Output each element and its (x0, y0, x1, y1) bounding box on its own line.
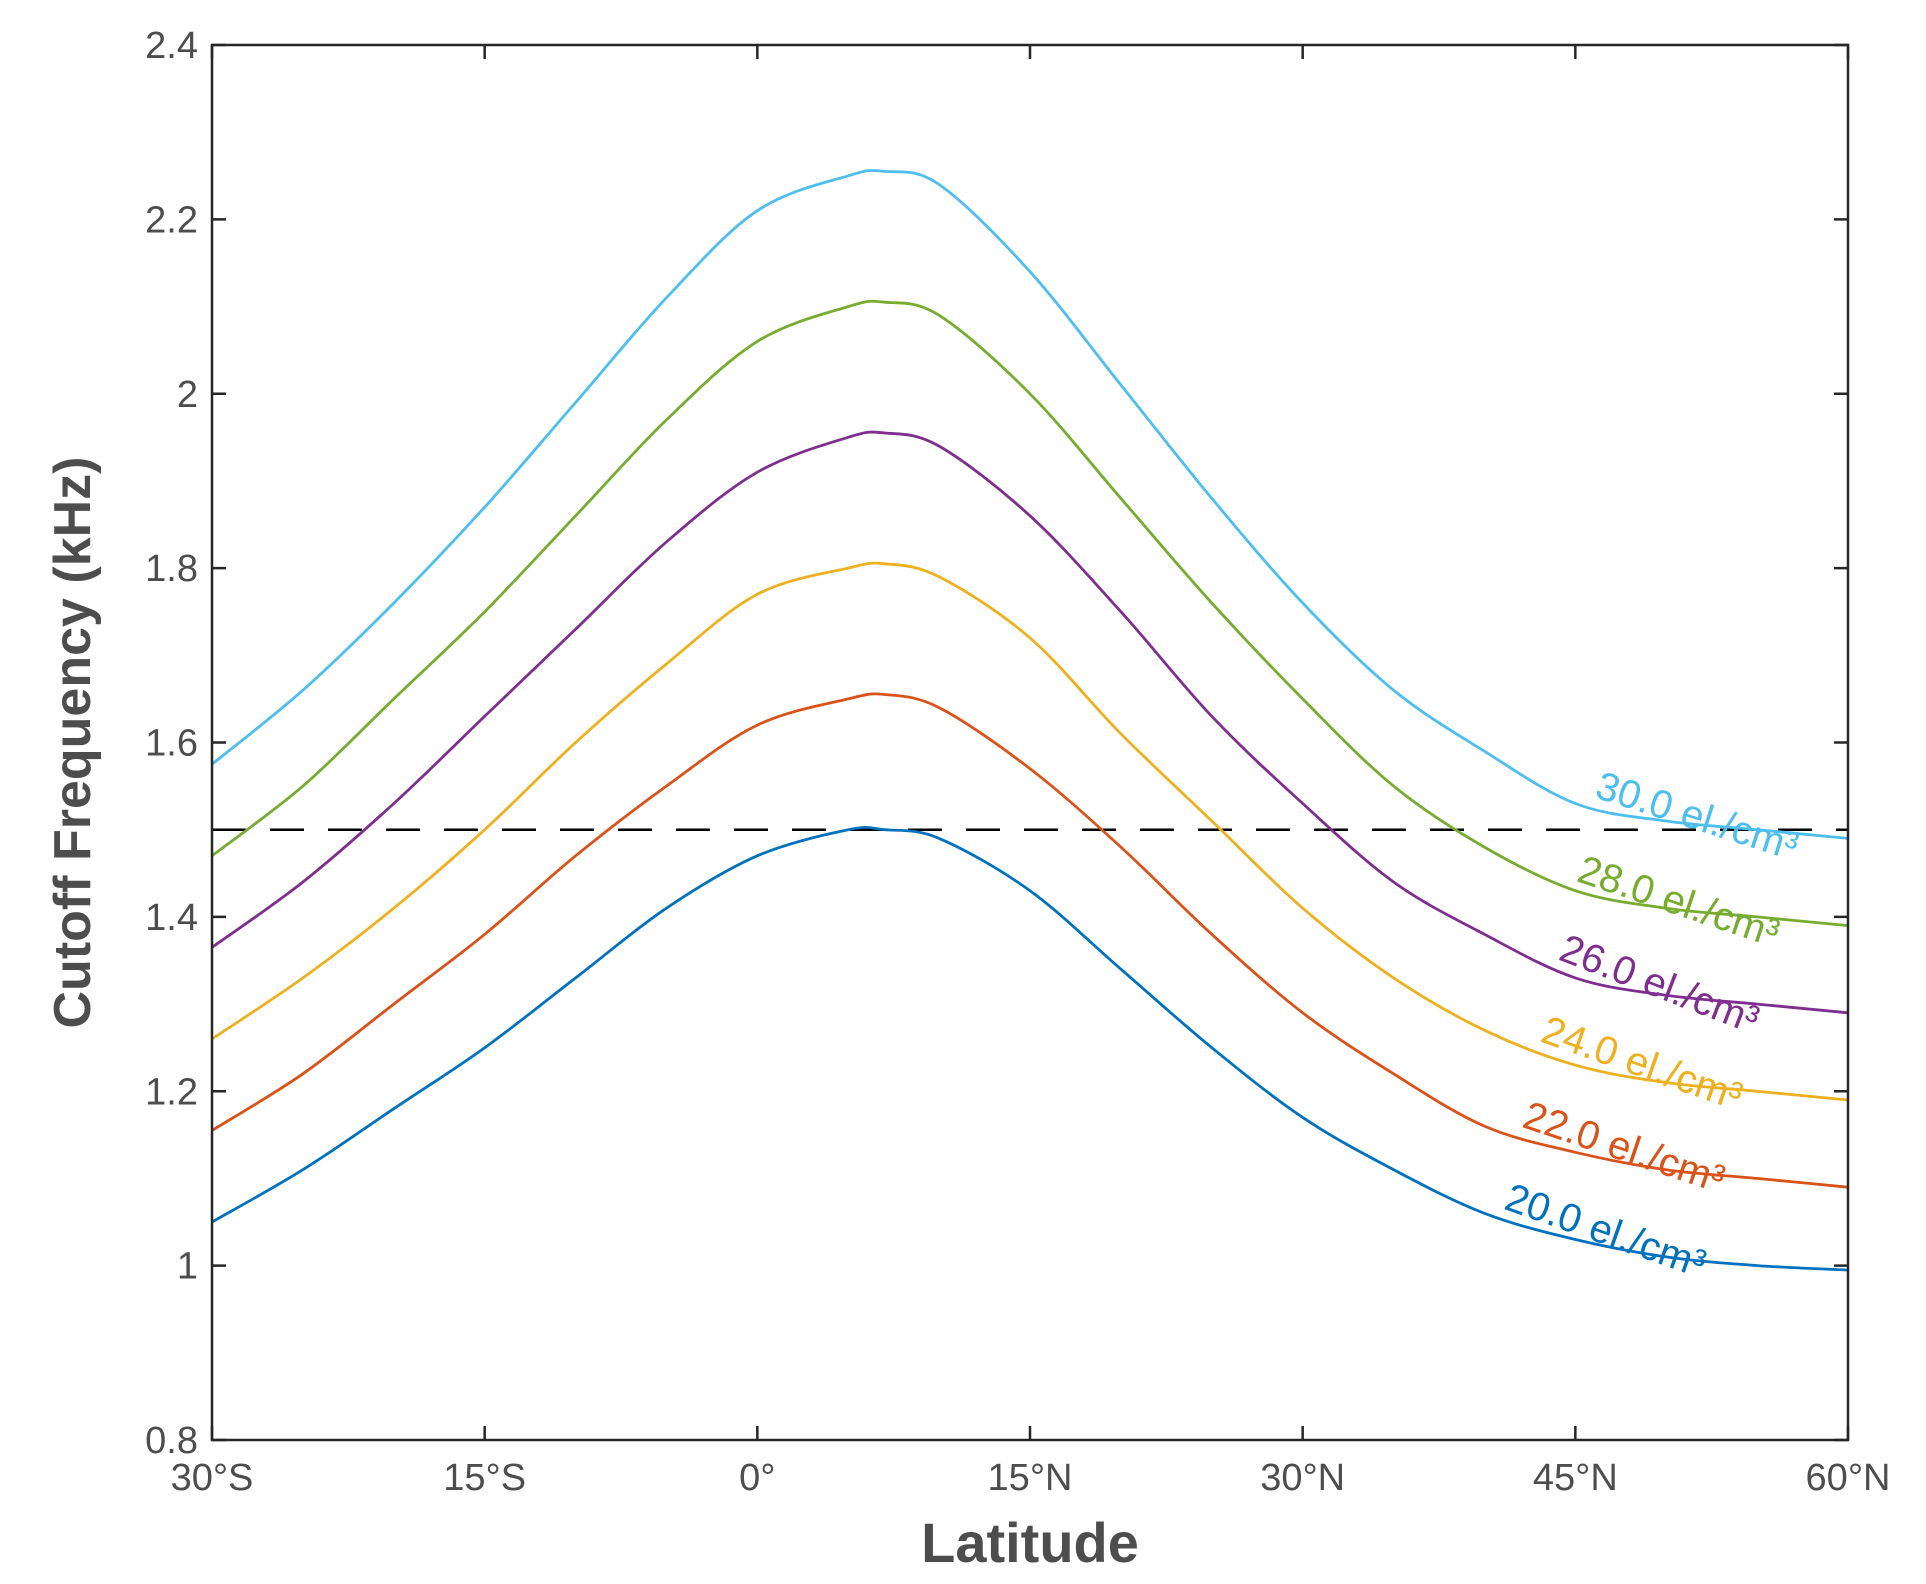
y-tick-label-1: 1 (177, 1246, 198, 1288)
series-line-2 (212, 692, 1848, 1189)
series-line-1 (212, 825, 1848, 1272)
x-tick-label-3: 15°N (988, 1457, 1073, 1499)
x-tick-label-2: 0° (739, 1457, 775, 1499)
y-axis-title: Cutoff Frequency (kHz) (44, 457, 102, 1029)
y-tick-label-8: 2.4 (145, 25, 198, 67)
x-tick-label-4: 30°N (1260, 1457, 1345, 1499)
series-line-4 (212, 430, 1848, 1015)
series-line-6 (212, 169, 1848, 840)
x-tick-label-1: 15°S (443, 1457, 526, 1499)
series-layer (212, 169, 1848, 1272)
y-tick-label-3: 1.4 (145, 897, 198, 939)
y-tick-label-7: 2.2 (145, 199, 198, 241)
series-label-1: 20.0 el./cm³ (1500, 1176, 1712, 1287)
y-tick-label-2: 1.2 (145, 1071, 198, 1113)
y-tick-label-5: 1.8 (145, 548, 198, 590)
y-tick-label-0: 0.8 (145, 1420, 198, 1462)
x-tick-label-6: 60°N (1806, 1457, 1891, 1499)
x-axis-title: Latitude (921, 1511, 1139, 1574)
series-line-3 (212, 561, 1848, 1102)
x-tick-label-0: 30°S (171, 1457, 254, 1499)
y-tick-label-6: 2 (177, 374, 198, 416)
x-tick-label-5: 45°N (1533, 1457, 1618, 1499)
series-line-5 (212, 299, 1848, 927)
tick-layer: 30°S 15°S 0° 15°N 30°N 45°N 60°N 0.8 1 1.2 1.4 1.6 1… (145, 25, 1890, 1499)
y-tick-label-4: 1.6 (145, 723, 198, 765)
